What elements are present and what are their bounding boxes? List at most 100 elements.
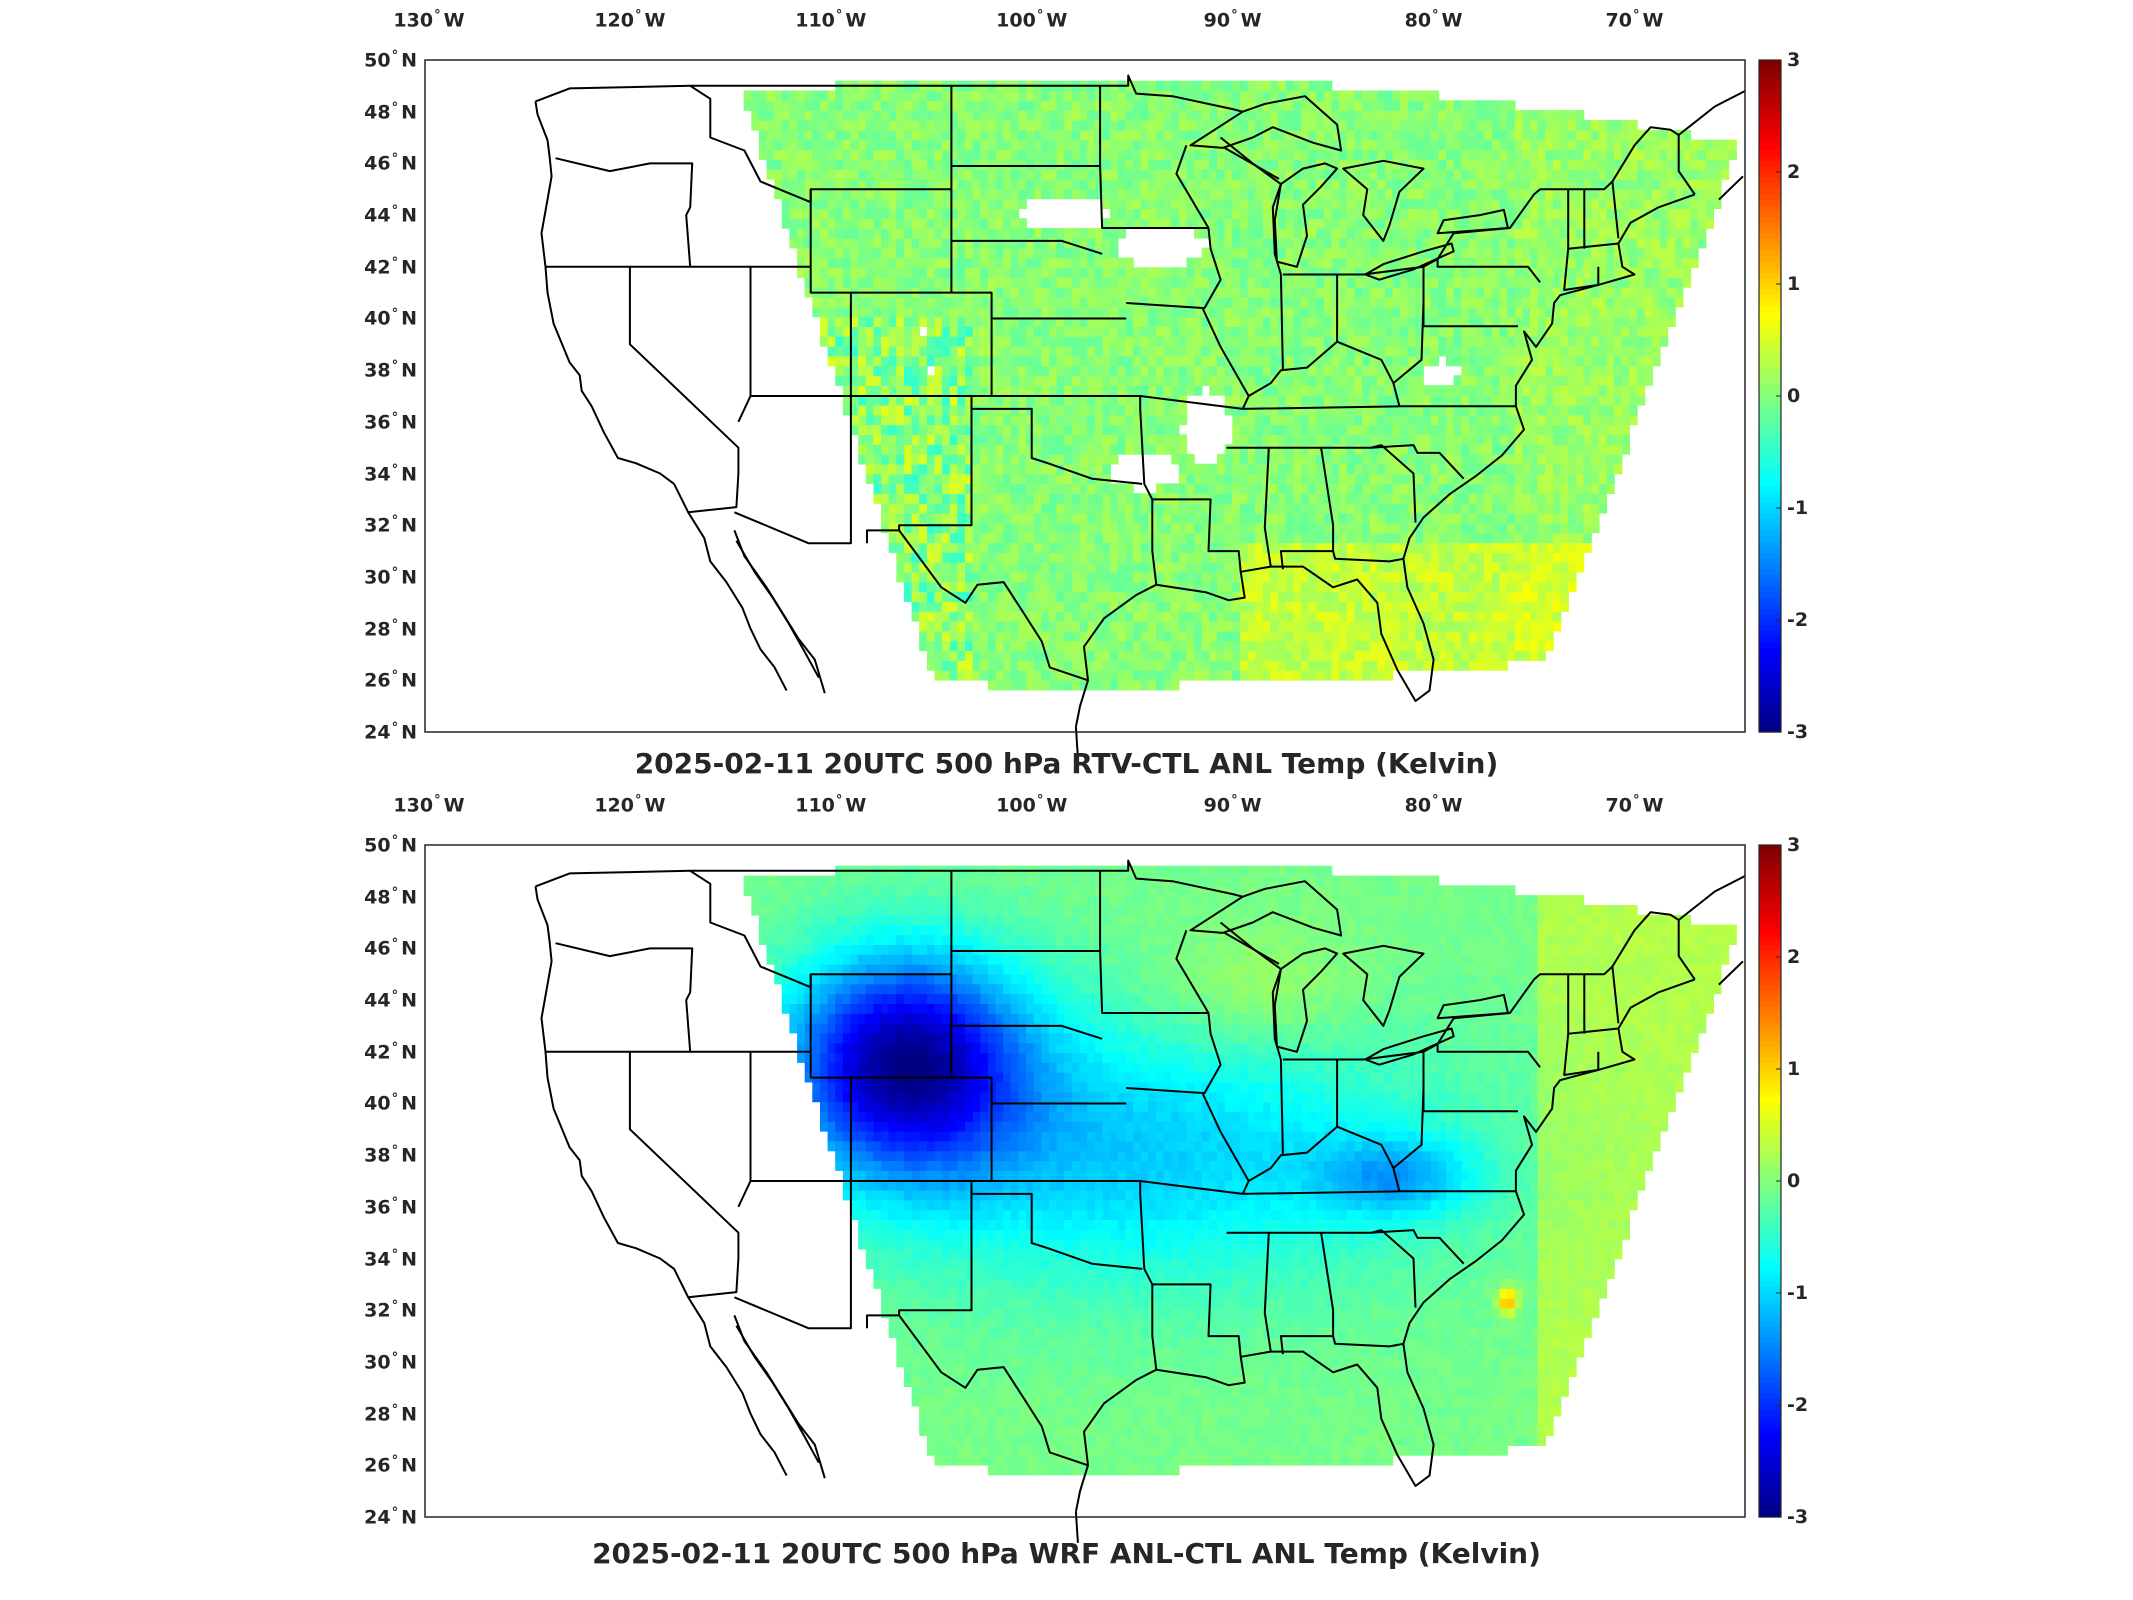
field-cell (1369, 493, 1379, 504)
field-cell (1377, 395, 1386, 406)
field-cell (1293, 277, 1302, 288)
field-cell (1209, 129, 1218, 141)
field-cell (1423, 139, 1432, 151)
field-cell (1270, 395, 1279, 406)
field-cell (873, 473, 882, 485)
field-cell (1446, 267, 1455, 278)
field-cell (1293, 296, 1302, 308)
field-cell (1468, 571, 1478, 583)
field-cell (1278, 159, 1287, 170)
field-cell (1278, 571, 1287, 583)
field-cell (1071, 453, 1081, 465)
field-cell (942, 483, 951, 494)
field-cell (1178, 110, 1188, 121)
field-cell (1194, 100, 1203, 111)
field-cell (888, 542, 898, 553)
field-cell (1301, 277, 1310, 288)
field-cell (1125, 542, 1134, 553)
field-cell (1293, 512, 1302, 524)
field-cell (1247, 80, 1256, 92)
field-cell (911, 159, 920, 170)
field-cell (1217, 581, 1226, 593)
field-cell (1407, 267, 1417, 278)
field-cell (850, 365, 859, 377)
field-cell (835, 267, 844, 278)
field-cell (1033, 601, 1043, 612)
field-cell (1148, 277, 1157, 288)
field-cell (1339, 296, 1348, 308)
field-cell (1148, 336, 1157, 347)
field-cell (1400, 611, 1409, 622)
field-cell (1301, 512, 1310, 524)
field-cell (1362, 336, 1371, 347)
field-cell (1301, 650, 1310, 661)
field-cell (1087, 336, 1096, 347)
field-cell (1102, 532, 1111, 544)
field-cell (1293, 532, 1302, 544)
field-cell (1446, 503, 1455, 514)
field-cell (1270, 532, 1279, 544)
field-cell (1468, 552, 1478, 563)
field-cell (873, 463, 882, 475)
field-cell (1468, 493, 1478, 504)
field-cell (1239, 453, 1249, 465)
field-cell (1010, 679, 1020, 691)
field-cell (797, 257, 806, 269)
field-cell (1117, 129, 1127, 141)
field-cell (1171, 591, 1180, 602)
field-cell (1453, 453, 1463, 465)
field-cell (1224, 129, 1233, 141)
field-cell (1133, 188, 1142, 200)
field-cell (1178, 630, 1188, 642)
field-cell (804, 257, 814, 269)
field-cell (896, 296, 905, 308)
field-cell (1056, 620, 1066, 632)
field-cell (980, 139, 989, 151)
field-cell (873, 306, 882, 318)
field-cell (1446, 463, 1455, 475)
field-cell (1186, 100, 1195, 111)
field-cell (934, 591, 943, 602)
field-cell (1285, 581, 1295, 593)
field-cell (942, 424, 951, 435)
field-cell (1163, 503, 1172, 514)
field-cell (850, 375, 859, 386)
field-cell (1224, 483, 1233, 494)
field-cell (1010, 552, 1020, 563)
field-cell (1392, 355, 1401, 367)
field-cell (987, 552, 997, 563)
field-cell (1079, 345, 1088, 357)
field-cell (1407, 611, 1417, 622)
field-cell (1117, 178, 1127, 190)
field-cell (1010, 591, 1020, 602)
field-cell (1255, 296, 1264, 308)
field-cell (850, 306, 859, 318)
field-cell (1133, 365, 1142, 377)
field-cell (842, 306, 852, 318)
field-cell (789, 90, 798, 102)
field-cell (1148, 611, 1157, 622)
field-cell (919, 129, 928, 141)
field-cell (1117, 561, 1127, 573)
field-cell (842, 149, 852, 160)
field-cell (904, 542, 913, 553)
field-cell (987, 237, 997, 249)
field-cell (1346, 90, 1356, 102)
field-cell (865, 267, 875, 278)
field-cell (926, 434, 936, 445)
field-cell (1056, 326, 1066, 337)
field-cell (1346, 218, 1356, 229)
field-cell (1362, 296, 1371, 308)
field-cell (1071, 434, 1081, 445)
field-cell (995, 100, 1004, 111)
field-cell (926, 355, 936, 367)
field-cell (1033, 395, 1043, 406)
field-cell (1362, 355, 1371, 367)
field-cell (1232, 620, 1241, 632)
field-cell (1224, 326, 1233, 337)
field-cell (1407, 188, 1417, 200)
field-cell (1270, 188, 1279, 200)
field-cell (1354, 670, 1363, 681)
field-cell (1430, 129, 1440, 141)
field-cell (812, 178, 821, 190)
